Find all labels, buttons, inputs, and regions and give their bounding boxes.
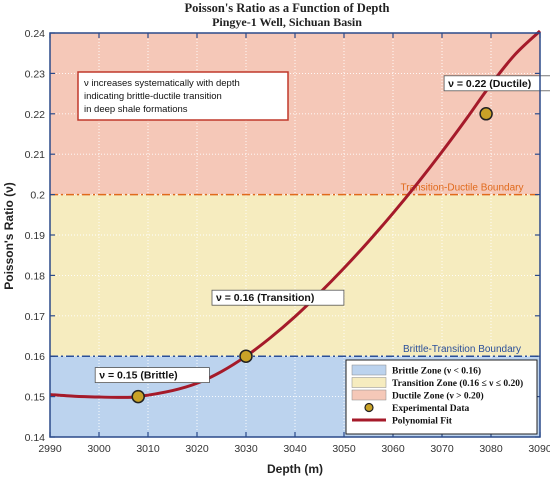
legend-label-2: Ductile Zone (ν > 0.20) [392,391,484,402]
legend-label-1: Transition Zone (0.16 ≤ ν ≤ 0.20) [392,378,523,389]
point-labels: ν = 0.15 (Brittle) ν = 0.16 (Transition) ν… [94,75,550,384]
x-tick-label-4: 3030 [234,443,258,455]
x-tick-label-0: 2990 [38,443,62,455]
chart-title: Poisson's Ratio as a Function of Depth [185,1,390,15]
data-point-1 [239,349,253,363]
y-tick-label-5: 0.19 [25,230,46,242]
point-label-box-0 [94,367,210,384]
annotation-line-2: indicating brittle-ductile transition [84,91,222,102]
point-label-box-2 [443,75,550,92]
annotation-box: ν increases systematically with depth in… [77,71,289,121]
legend-swatch-1 [351,377,387,388]
fit-line-group [49,29,542,399]
boundary-label-1: Transition-Ductile Boundary [400,183,523,194]
annotation-line-3: in deep shale formations [84,104,188,115]
y-axis-label: Poisson's Ratio (ν) [2,182,16,290]
y-tick-label-7: 0.21 [25,149,46,161]
x-tick-label-9: 3080 [479,443,503,455]
y-tick-label-8: 0.22 [25,109,46,121]
fit-line [49,29,542,399]
y-tick-label-10: 0.24 [25,28,46,40]
point-label-2: ν = 0.22 (Ductile) [448,78,531,90]
x-tick-label-10: 3090 [528,443,550,455]
data-point-0 [131,389,145,404]
y-tick-label-9: 0.23 [25,68,46,80]
y-tick-label-0: 0.14 [25,432,46,444]
data-point-2 [479,107,493,121]
point-label-0: ν = 0.15 (Brittle) [99,370,178,382]
point-label-box-1 [211,289,345,306]
x-tick-label-5: 3040 [283,443,307,455]
axis-ticks: 2990 3000 3010 3020 3030 3040 3050 3060 3070 3080… [25,28,550,455]
legend-label-3: Experimental Data [392,404,470,414]
x-tick-label-2: 3010 [136,443,160,455]
y-tick-label-4: 0.18 [25,270,46,282]
zone-band-1 [50,194,540,357]
y-tick-label-3: 0.17 [25,311,46,323]
point-label-1: ν = 0.16 (Transition) [216,292,314,304]
x-tick-label-3: 3020 [185,443,209,455]
y-tick-label-1: 0.15 [25,392,46,404]
legend: Brittle Zone (ν < 0.16)Transition Zone (… [345,359,538,435]
x-axis-label: Depth (m) [267,462,323,476]
annotation-line-1: ν increases systematically with depth [84,78,240,89]
x-tick-label-8: 3070 [430,443,454,455]
boundary-label-0: Brittle-Transition Boundary [403,344,521,355]
legend-swatch-2 [351,389,387,401]
x-tick-label-1: 3000 [87,443,111,455]
chart-subtitle: Pingye-1 Well, Sichuan Basin [212,15,362,29]
legend-swatch-0 [351,364,387,376]
data-points [131,107,493,404]
x-tick-label-6: 3050 [332,443,356,455]
y-tick-label-6: 0.2 [30,190,45,202]
boundary-lines: Brittle-Transition Boundary Transition-Du… [50,183,540,357]
x-tick-label-7: 3060 [381,443,405,455]
legend-label-4: Polynomial Fit [392,417,453,427]
y-tick-label-2: 0.16 [25,351,46,363]
legend-label-0: Brittle Zone (ν < 0.16) [392,366,481,377]
legend-marker-3 [364,402,374,413]
